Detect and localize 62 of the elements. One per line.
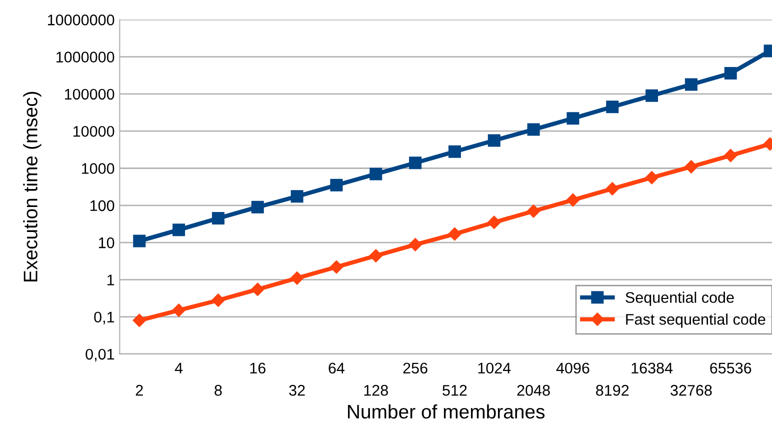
x-tick-label: 64: [328, 362, 344, 374]
point: [133, 234, 146, 248]
x-tick-label: 32768: [670, 384, 712, 396]
x-tick-label: 8192: [596, 384, 629, 396]
y-axis-title: Execution time (msec): [23, 92, 42, 282]
legend-label: Fast sequential code: [626, 314, 766, 328]
point: [566, 112, 580, 125]
point: [606, 100, 619, 114]
point: [212, 212, 224, 225]
point: [645, 171, 658, 184]
x-tick-label: 16: [250, 362, 266, 374]
x-tick-label: 8: [214, 384, 222, 396]
x-tick-label: 65536: [710, 362, 752, 374]
x-tick-label: 32: [289, 384, 305, 396]
y-tick-label: 100: [90, 200, 114, 212]
point: [448, 145, 461, 158]
point: [409, 156, 422, 170]
point: [566, 193, 580, 207]
point: [251, 282, 264, 296]
point: [290, 272, 304, 285]
x-tick-label: 4096: [556, 362, 590, 374]
point: [448, 227, 462, 241]
y-tick-label: 100000: [64, 88, 114, 100]
x-tick-label: 512: [442, 384, 467, 396]
y-tick-label: 1: [107, 274, 114, 286]
point: [172, 224, 186, 236]
x-axis-title: Number of membranes: [348, 404, 545, 419]
point: [369, 249, 382, 262]
y-tick-label: 10: [98, 237, 114, 248]
point: [684, 78, 698, 91]
point: [606, 182, 619, 196]
point: [488, 134, 500, 147]
y-tick-label: 0,1: [94, 312, 114, 324]
point: [724, 148, 738, 162]
legend-label: Sequential code: [626, 292, 734, 306]
x-tick-label: 2: [136, 384, 143, 396]
point: [370, 168, 382, 180]
point: [527, 123, 540, 136]
point: [132, 314, 146, 328]
point: [330, 260, 344, 274]
point: [488, 216, 501, 229]
point: [684, 160, 698, 174]
x-tick-label: 2048: [517, 384, 550, 396]
y-tick-label: 10000: [73, 126, 114, 137]
x-tick-label: 4: [174, 362, 183, 374]
point: [251, 200, 264, 214]
x-tick-label: 16384: [632, 362, 673, 374]
point: [526, 204, 540, 218]
y-tick-label: 1000: [82, 163, 114, 174]
point: [290, 190, 304, 203]
x-tick-label: 1024: [478, 362, 511, 374]
y-tick-label: 0,01: [86, 348, 114, 362]
x-tick-label: 256: [403, 362, 428, 374]
point: [646, 89, 658, 102]
point: [724, 67, 737, 80]
point: [330, 178, 343, 192]
point: [408, 238, 422, 252]
x-tick-label: 128: [364, 384, 388, 396]
y-tick-label: 10000000: [48, 14, 114, 26]
point: [172, 304, 186, 317]
y-tick-label: 1000000: [56, 52, 114, 62]
point: [212, 294, 225, 307]
